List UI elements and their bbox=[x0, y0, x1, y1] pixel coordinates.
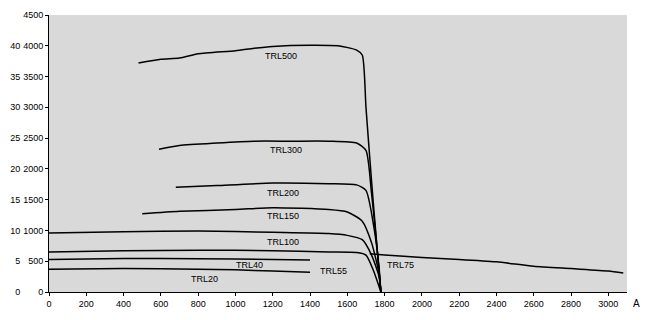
svg-text:800: 800 bbox=[191, 299, 206, 309]
svg-text:2000: 2000 bbox=[412, 299, 432, 309]
svg-text:2800: 2800 bbox=[561, 299, 581, 309]
svg-text:1400: 1400 bbox=[300, 299, 320, 309]
svg-text:2600: 2600 bbox=[524, 299, 544, 309]
svg-text:0: 0 bbox=[15, 287, 20, 297]
svg-text:TRL150: TRL150 bbox=[267, 211, 299, 221]
svg-text:4000: 4000 bbox=[23, 41, 43, 51]
svg-text:500: 500 bbox=[28, 256, 43, 266]
svg-text:1800: 1800 bbox=[375, 299, 395, 309]
svg-text:TRL75: TRL75 bbox=[387, 260, 414, 270]
svg-text:4500: 4500 bbox=[23, 10, 43, 20]
svg-text:1000: 1000 bbox=[23, 226, 43, 236]
svg-text:TRL500: TRL500 bbox=[265, 51, 297, 61]
svg-text:40: 40 bbox=[10, 41, 20, 51]
svg-text:2500: 2500 bbox=[23, 133, 43, 143]
svg-text:3000: 3000 bbox=[23, 102, 43, 112]
svg-text:0: 0 bbox=[38, 287, 43, 297]
svg-text:400: 400 bbox=[116, 299, 131, 309]
svg-text:1600: 1600 bbox=[337, 299, 357, 309]
svg-text:30: 30 bbox=[10, 102, 20, 112]
svg-text:1200: 1200 bbox=[263, 299, 283, 309]
svg-text:TRL300: TRL300 bbox=[270, 145, 302, 155]
svg-text:TRL20: TRL20 bbox=[191, 274, 218, 284]
svg-text:1000: 1000 bbox=[225, 299, 245, 309]
svg-text:5: 5 bbox=[15, 256, 20, 266]
svg-text:2000: 2000 bbox=[23, 164, 43, 174]
svg-text:0: 0 bbox=[46, 299, 51, 309]
svg-text:20: 20 bbox=[10, 164, 20, 174]
svg-text:25: 25 bbox=[10, 133, 20, 143]
svg-text:A: A bbox=[633, 298, 640, 309]
svg-text:2200: 2200 bbox=[449, 299, 469, 309]
svg-text:TRL40: TRL40 bbox=[236, 260, 263, 270]
svg-text:TRL200: TRL200 bbox=[267, 188, 299, 198]
svg-text:2400: 2400 bbox=[486, 299, 506, 309]
svg-text:3000: 3000 bbox=[598, 299, 618, 309]
svg-text:TRL55: TRL55 bbox=[320, 266, 347, 276]
svg-text:600: 600 bbox=[153, 299, 168, 309]
svg-text:15: 15 bbox=[10, 195, 20, 205]
svg-text:200: 200 bbox=[79, 299, 94, 309]
svg-text:1500: 1500 bbox=[23, 195, 43, 205]
svg-text:35: 35 bbox=[10, 72, 20, 82]
svg-text:10: 10 bbox=[10, 226, 20, 236]
svg-text:3500: 3500 bbox=[23, 72, 43, 82]
svg-text:TRL100: TRL100 bbox=[267, 237, 299, 247]
